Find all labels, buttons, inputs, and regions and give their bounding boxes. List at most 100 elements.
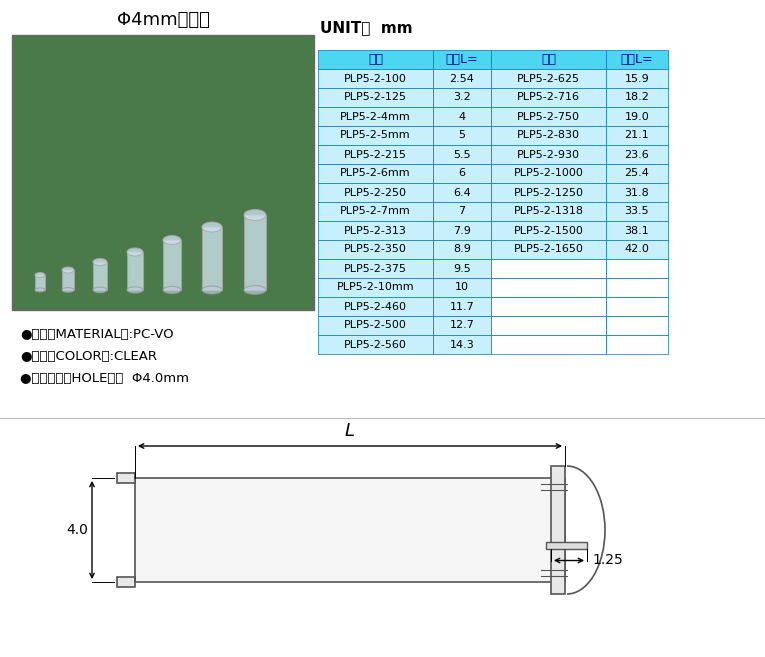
Text: L: L: [345, 422, 355, 440]
Text: PLP5-2-350: PLP5-2-350: [344, 244, 407, 254]
Text: 长度L=: 长度L=: [620, 53, 653, 66]
Ellipse shape: [62, 288, 74, 292]
Bar: [491, 69, 606, 88]
Bar: [491, 183, 606, 202]
Bar: [117, 577, 135, 587]
Bar: [318, 316, 433, 335]
Bar: [318, 50, 433, 69]
Bar: [433, 183, 491, 202]
Bar: [606, 69, 668, 88]
Bar: [491, 107, 606, 126]
Ellipse shape: [93, 258, 107, 265]
Bar: [606, 259, 668, 278]
Text: 9.5: 9.5: [453, 263, 471, 273]
Ellipse shape: [127, 287, 143, 293]
Text: 42.0: 42.0: [624, 244, 649, 254]
Bar: [318, 107, 433, 126]
Text: PLP5-2-1318: PLP5-2-1318: [513, 206, 584, 217]
Bar: [433, 107, 491, 126]
Text: PLP5-2-1000: PLP5-2-1000: [513, 168, 584, 179]
Text: 8.9: 8.9: [453, 244, 471, 254]
Text: PLP5-2-560: PLP5-2-560: [344, 340, 407, 350]
Ellipse shape: [62, 267, 74, 273]
Text: PLP5-2-1500: PLP5-2-1500: [513, 225, 584, 235]
Text: 38.1: 38.1: [625, 225, 649, 235]
Text: 型号: 型号: [368, 53, 383, 66]
Text: PLP5-2-625: PLP5-2-625: [517, 74, 580, 83]
Bar: [318, 335, 433, 354]
Bar: [606, 145, 668, 164]
Text: PLP5-2-10mm: PLP5-2-10mm: [337, 283, 415, 292]
Text: PLP5-2-930: PLP5-2-930: [517, 150, 580, 160]
Text: PLP5-2-4mm: PLP5-2-4mm: [340, 112, 411, 122]
Text: 长度L=: 长度L=: [446, 53, 478, 66]
Bar: [606, 335, 668, 354]
Text: PLP5-2-7mm: PLP5-2-7mm: [340, 206, 411, 217]
Bar: [163, 240, 181, 290]
Bar: [318, 183, 433, 202]
Bar: [433, 259, 491, 278]
Bar: [606, 202, 668, 221]
Text: PLP5-2-313: PLP5-2-313: [344, 225, 407, 235]
Bar: [0, 420, 765, 657]
Text: Φ4mm导光柱: Φ4mm导光柱: [116, 11, 210, 29]
Bar: [244, 215, 266, 290]
Text: 12.7: 12.7: [450, 321, 474, 330]
Text: 11.7: 11.7: [450, 302, 474, 311]
Text: PLP5-2-5mm: PLP5-2-5mm: [340, 131, 411, 141]
Bar: [318, 88, 433, 107]
Text: UNIT：  mm: UNIT： mm: [320, 20, 412, 35]
Bar: [433, 221, 491, 240]
Text: PLP5-2-250: PLP5-2-250: [344, 187, 407, 198]
Bar: [117, 473, 135, 483]
Bar: [135, 478, 565, 582]
Text: 7.9: 7.9: [453, 225, 471, 235]
Bar: [433, 126, 491, 145]
Text: 10: 10: [455, 283, 469, 292]
Bar: [606, 278, 668, 297]
Text: 33.5: 33.5: [625, 206, 649, 217]
Text: ●配合孔径（HOLE）：  Φ4.0mm: ●配合孔径（HOLE）： Φ4.0mm: [20, 372, 189, 385]
Text: PLP5-2-125: PLP5-2-125: [344, 93, 407, 102]
Text: 6: 6: [458, 168, 465, 179]
Text: 15.9: 15.9: [625, 74, 649, 83]
Bar: [606, 240, 668, 259]
Text: 3.2: 3.2: [453, 93, 471, 102]
Bar: [318, 164, 433, 183]
Bar: [606, 297, 668, 316]
Text: ●材质（MATERIAL）:PC-VO: ●材质（MATERIAL）:PC-VO: [20, 328, 174, 341]
Text: PLP5-2-750: PLP5-2-750: [517, 112, 580, 122]
Text: 23.6: 23.6: [625, 150, 649, 160]
Ellipse shape: [244, 210, 266, 221]
Ellipse shape: [93, 287, 107, 293]
Bar: [606, 183, 668, 202]
Text: PLP5-2-830: PLP5-2-830: [517, 131, 580, 141]
Text: 7: 7: [458, 206, 466, 217]
Bar: [318, 69, 433, 88]
Bar: [433, 278, 491, 297]
Ellipse shape: [35, 288, 45, 292]
Text: PLP5-2-6mm: PLP5-2-6mm: [340, 168, 411, 179]
Text: 型号: 型号: [541, 53, 556, 66]
Bar: [318, 221, 433, 240]
Bar: [606, 164, 668, 183]
Text: PLP5-2-460: PLP5-2-460: [344, 302, 407, 311]
Text: 4.0: 4.0: [66, 523, 88, 537]
Bar: [491, 240, 606, 259]
Bar: [491, 50, 606, 69]
Text: 5: 5: [458, 131, 465, 141]
Bar: [433, 297, 491, 316]
Bar: [606, 221, 668, 240]
Text: 1.25: 1.25: [592, 553, 623, 568]
Ellipse shape: [163, 235, 181, 244]
Bar: [433, 335, 491, 354]
Bar: [318, 145, 433, 164]
Bar: [202, 227, 222, 290]
Bar: [491, 259, 606, 278]
Ellipse shape: [163, 286, 181, 294]
Bar: [433, 164, 491, 183]
Bar: [318, 297, 433, 316]
Text: 21.1: 21.1: [625, 131, 649, 141]
Bar: [433, 88, 491, 107]
Bar: [606, 316, 668, 335]
